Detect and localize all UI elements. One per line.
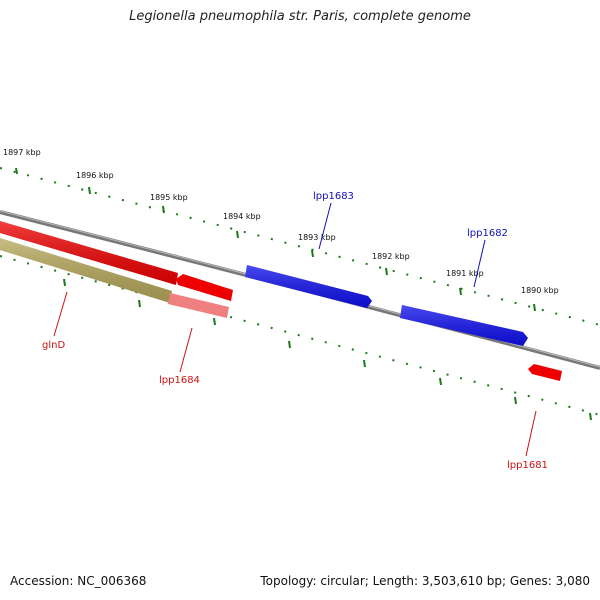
operon-region-shade xyxy=(0,238,172,303)
leader-line-lpp1683 xyxy=(318,202,332,250)
major-tick xyxy=(514,396,517,405)
tick-labels: 1897 kbp 1896 kbp 1895 kbp 1894 kbp 1893… xyxy=(3,148,559,295)
leader-line-lpp1682 xyxy=(473,239,486,288)
tick-label: 1897 kbp xyxy=(3,148,41,157)
gene-label-lpp1682[interactable]: lpp1682 xyxy=(467,228,508,239)
gene-lpp1682-shade xyxy=(400,305,528,346)
tick-label: 1896 kbp xyxy=(76,171,114,180)
tick-label: 1894 kbp xyxy=(223,212,261,221)
tick-label: 1891 kbp xyxy=(446,269,484,278)
gene-lpp1684[interactable] xyxy=(176,274,233,301)
gene-label-glnD[interactable]: glnD xyxy=(42,340,65,351)
major-tick xyxy=(288,340,291,349)
major-tick xyxy=(459,287,462,296)
leader-line-lpp1681 xyxy=(525,410,537,457)
major-tick xyxy=(63,278,66,287)
gene-lpp1681[interactable] xyxy=(528,364,562,381)
major-tick xyxy=(439,377,442,386)
map-title: Legionella pneumophila str. Paris, compl… xyxy=(129,9,471,24)
major-tick xyxy=(589,412,592,421)
lower-major-ticks xyxy=(63,278,592,421)
major-tick xyxy=(311,249,314,258)
accession-text: Accession: NC_006368 xyxy=(10,574,147,588)
leader-line-glnD xyxy=(53,291,68,337)
tick-label: 1895 kbp xyxy=(150,193,188,202)
major-tick xyxy=(138,299,141,308)
gene-glnD-shade xyxy=(0,221,178,285)
leader-line-lpp1684 xyxy=(179,327,193,373)
major-tick xyxy=(363,359,366,368)
major-tick xyxy=(162,205,165,214)
gene-lpp1683-shade xyxy=(245,265,372,308)
major-tick xyxy=(88,186,91,195)
gene-label-lpp1683[interactable]: lpp1683 xyxy=(313,191,354,202)
gene-label-lpp1681[interactable]: lpp1681 xyxy=(507,460,548,471)
major-tick xyxy=(533,303,536,312)
tick-label: 1893 kbp xyxy=(298,233,336,242)
major-tick xyxy=(236,230,239,239)
major-tick xyxy=(15,167,18,175)
gene-lpp1684-light xyxy=(168,293,229,318)
genome-summary: Topology: circular; Length: 3,503,610 bp… xyxy=(260,574,590,588)
upper-major-ticks xyxy=(15,167,536,312)
gene-label-lpp1684[interactable]: lpp1684 xyxy=(159,375,200,386)
major-tick xyxy=(385,267,388,276)
tick-label: 1890 kbp xyxy=(521,286,559,295)
major-tick xyxy=(213,317,216,326)
tick-label: 1892 kbp xyxy=(372,252,410,261)
